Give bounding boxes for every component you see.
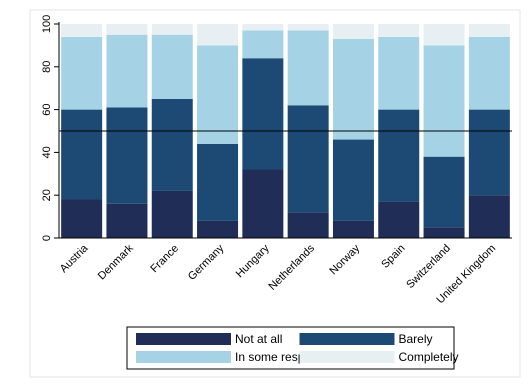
bar-segment-9-1 bbox=[468, 109, 510, 196]
bar-segment-0-2 bbox=[61, 36, 103, 110]
bar-segment-2-2 bbox=[151, 34, 193, 99]
bar-segment-7-0 bbox=[378, 201, 420, 238]
bar-segment-6-3 bbox=[332, 24, 374, 39]
bar-segment-6-0 bbox=[332, 220, 374, 238]
legend-label: Not at all bbox=[235, 332, 282, 346]
plot-area bbox=[59, 24, 512, 238]
bar-segment-5-0 bbox=[287, 212, 329, 238]
bar-segment-7-3 bbox=[378, 24, 420, 37]
bar-segment-1-3 bbox=[106, 24, 148, 35]
bar-segment-1-2 bbox=[106, 34, 148, 108]
bar-segment-5-3 bbox=[287, 24, 329, 31]
bar-segment-2-3 bbox=[151, 24, 193, 35]
bar-segment-7-1 bbox=[378, 109, 420, 202]
bar-segment-1-1 bbox=[106, 107, 148, 204]
bar-segment-8-1 bbox=[423, 156, 465, 228]
y-tick-label: 40 bbox=[41, 146, 53, 158]
legend-swatch bbox=[299, 333, 395, 345]
legend-swatch bbox=[299, 351, 395, 363]
bar-segment-3-2 bbox=[197, 45, 239, 144]
bar-segment-4-1 bbox=[242, 58, 284, 170]
bar-segment-4-2 bbox=[242, 30, 284, 59]
bar-segment-9-0 bbox=[468, 195, 510, 238]
legend-label: Barely bbox=[399, 332, 433, 346]
bar-segment-3-0 bbox=[197, 220, 239, 238]
y-axis: 0 20 40 60 80 100 bbox=[41, 15, 60, 241]
bar-segment-3-3 bbox=[197, 24, 239, 46]
bar-segment-1-0 bbox=[106, 203, 148, 238]
bar-segment-8-0 bbox=[423, 227, 465, 238]
y-tick-label: 0 bbox=[41, 235, 53, 241]
legend-swatch bbox=[136, 333, 231, 345]
y-tick-label: 60 bbox=[41, 103, 53, 115]
bar-segment-2-1 bbox=[151, 98, 193, 191]
bar-segment-8-2 bbox=[423, 45, 465, 157]
bar-segment-9-2 bbox=[468, 36, 510, 110]
bar-segment-8-3 bbox=[423, 24, 465, 46]
y-tick-label: 20 bbox=[41, 189, 53, 201]
bar-segment-7-2 bbox=[378, 36, 420, 110]
bar-segment-6-2 bbox=[332, 38, 374, 140]
bar-segment-3-1 bbox=[197, 143, 239, 221]
bar-segment-9-3 bbox=[468, 24, 510, 37]
y-tick-label: 80 bbox=[41, 61, 53, 73]
bar-segment-6-1 bbox=[332, 139, 374, 221]
y-tick-label: 100 bbox=[41, 15, 53, 33]
bar-segment-0-1 bbox=[61, 109, 103, 200]
bar-segment-5-2 bbox=[287, 30, 329, 106]
bar-segment-4-0 bbox=[242, 169, 284, 238]
bar-segment-4-3 bbox=[242, 24, 284, 31]
bar-segment-0-0 bbox=[61, 199, 103, 238]
bar-segment-0-3 bbox=[61, 24, 103, 37]
legend-label: Completely bbox=[399, 350, 459, 364]
legend-swatch bbox=[136, 351, 231, 363]
bar-segment-5-1 bbox=[287, 105, 329, 213]
bar-segment-2-0 bbox=[151, 190, 193, 238]
